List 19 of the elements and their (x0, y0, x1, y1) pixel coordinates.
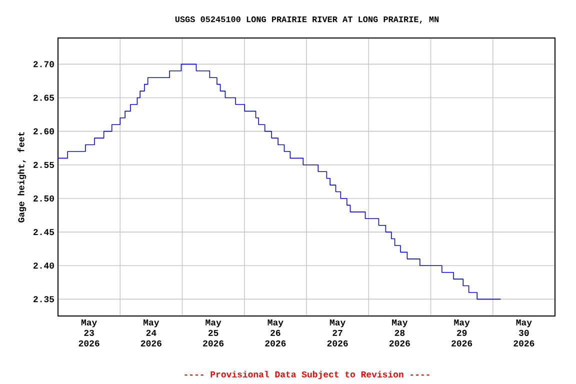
y-tick-label: 2.50 (33, 195, 54, 202)
x-tick-label: May 28 2026 (389, 320, 410, 346)
y-tick-label: 2.60 (33, 128, 54, 134)
x-tick-label: May 29 2026 (452, 320, 472, 346)
y-tick-label: 2.70 (33, 61, 54, 68)
x-tick-label: May 27 2026 (327, 320, 348, 346)
y-tick-label: 2.40 (33, 262, 54, 269)
x-tick-label: May 25 2026 (203, 320, 224, 346)
y-tick-label: 2.55 (33, 162, 54, 168)
x-tick-label: May 30 2026 (514, 320, 534, 346)
x-tick-label: May 23 2026 (78, 320, 100, 346)
y-axis-title: Gage height, feet (18, 132, 26, 222)
x-tick-label: May 24 2026 (140, 320, 162, 346)
y-tick-label: 2.45 (33, 229, 54, 236)
text: ---- Provisional Data Subject to Revision ---- (184, 370, 430, 380)
x-tick-label: May 26 2026 (265, 320, 286, 346)
chart-title: USGS 05245100 LONG PRAIRIE RIVER AT LONG PRAIRIE, MN (175, 16, 439, 24)
y-tick-label: 2.65 (33, 94, 54, 101)
y-tick-label: 2.35 (33, 296, 54, 302)
